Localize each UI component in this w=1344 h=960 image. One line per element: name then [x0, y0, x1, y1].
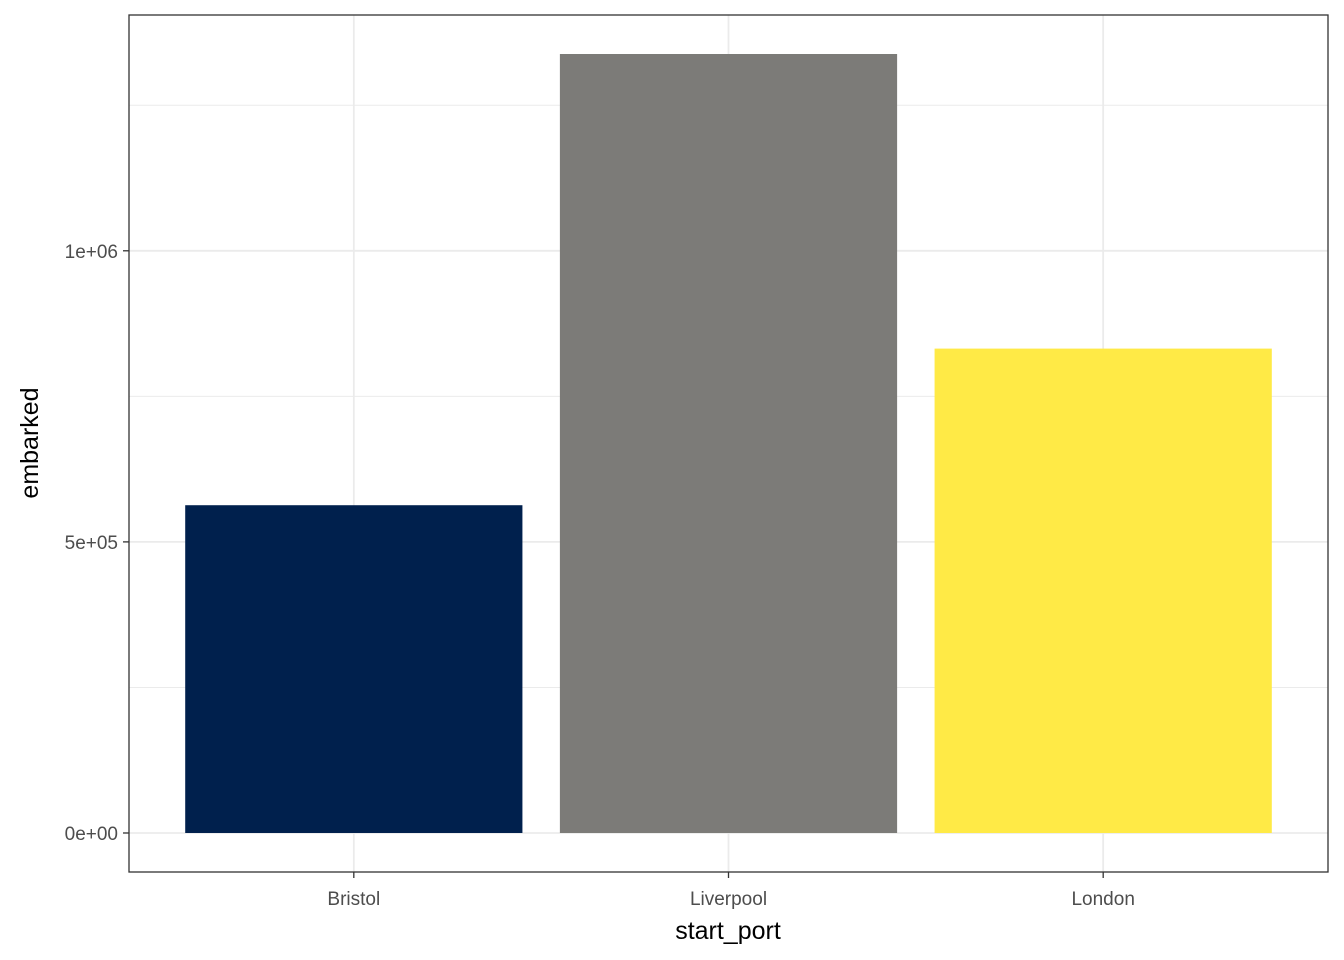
y-axis: 0e+00 5e+05 1e+06 — [65, 242, 129, 845]
bar-london — [934, 348, 1272, 833]
y-axis-title: embarked — [16, 387, 44, 498]
x-axis: Bristol Liverpool London — [327, 872, 1135, 910]
x-tick-label: London — [1071, 889, 1134, 910]
x-axis-title: start_port — [675, 917, 781, 945]
y-tick-label: 1e+06 — [65, 242, 118, 263]
bars — [185, 54, 1272, 833]
bar-liverpool — [559, 54, 898, 833]
x-tick-label: Bristol — [327, 889, 380, 910]
y-tick-label: 5e+05 — [65, 533, 118, 554]
bar-bristol — [185, 505, 523, 833]
x-tick-label: Liverpool — [690, 889, 767, 910]
y-tick-label: 0e+00 — [65, 824, 118, 845]
